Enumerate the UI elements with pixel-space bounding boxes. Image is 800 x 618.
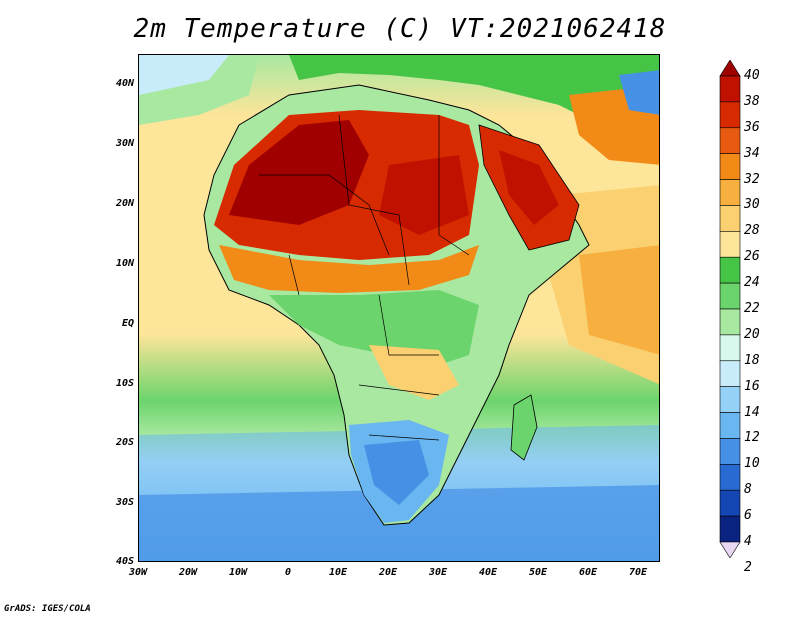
colorbar-swatch [719, 360, 741, 387]
lat-label-20s: 20S [115, 437, 134, 448]
lon-label-40e: 40E [478, 567, 498, 578]
lon-label-30w: 30W [128, 567, 148, 578]
colorbar-level-label: 10 [744, 456, 760, 472]
colorbar-level-label: 26 [744, 249, 760, 265]
lat-label-10n: 10N [115, 258, 134, 269]
colorbar-swatch [719, 75, 741, 103]
colorbar-swatch [719, 179, 741, 206]
southern-africa-cold-region [364, 440, 429, 505]
lon-label-70e: 70E [628, 567, 648, 578]
colorbar [719, 60, 741, 558]
central-sahara-core [379, 155, 469, 235]
colorbar-level-label: 30 [744, 197, 760, 213]
colorbar-level-label: 16 [744, 378, 760, 394]
colorbar-level-label: 32 [744, 171, 760, 187]
colorbar-level-label: 34 [744, 145, 760, 161]
colorbar-swatch [719, 256, 741, 284]
lat-label-eq: EQ [121, 318, 134, 329]
lon-label-10w: 10W [228, 567, 248, 578]
colorbar-swatch [719, 101, 741, 129]
lat-label-30s: 30S [115, 497, 134, 508]
lon-label-30e: 30E [428, 567, 448, 578]
colorbar-swatch [719, 127, 741, 154]
lat-label-40s: 40S [115, 556, 134, 567]
colorbar-level-label: 14 [744, 404, 760, 420]
lon-label-10e: 10E [328, 567, 348, 578]
sahara-hottest-region [229, 120, 369, 225]
madagascar-island [510, 394, 538, 461]
lat-label-20n: 20N [115, 198, 134, 209]
colorbar-swatch [719, 308, 741, 336]
europe-region [289, 55, 659, 125]
colorbar-swatch [719, 205, 741, 232]
colorbar-level-label: 8 [744, 482, 752, 498]
arabian-hottest-region [499, 150, 559, 225]
credit-text: GrADS: IGES/COLA [4, 604, 91, 614]
equatorial-forest-region [269, 290, 479, 365]
colorbar-swatch [719, 231, 741, 258]
lat-label-40n: 40N [115, 78, 134, 89]
temperature-map [138, 54, 660, 562]
country-borders [259, 114, 470, 441]
lon-label-20w: 20W [178, 567, 198, 578]
lon-label-0: 0 [284, 567, 292, 578]
indian-ocean-hot-region [579, 245, 659, 355]
map-canvas [139, 55, 659, 561]
map-title: 2m Temperature (C) VT:2021062418 [133, 14, 667, 44]
colorbar-swatch [719, 386, 741, 413]
colorbar-swatch [719, 438, 741, 465]
central-asia-cool-region [619, 70, 659, 115]
north-atlantic-coolest-region [139, 55, 229, 95]
colorbar-level-label: 12 [744, 430, 760, 446]
lat-label-10s: 10S [115, 378, 134, 389]
colorbar-top-arrow [719, 60, 741, 77]
colorbar-level-label: 40 [744, 68, 760, 83]
colorbar-level-label: 2 [744, 559, 752, 575]
lon-label-20e: 20E [378, 567, 398, 578]
sahel-region [219, 245, 479, 293]
colorbar-bottom-arrow [719, 541, 741, 558]
central-africa-warm-region [369, 345, 459, 400]
colorbar-level-label: 38 [744, 93, 760, 109]
colorbar-swatch [719, 515, 741, 543]
colorbar-level-label: 4 [744, 534, 752, 549]
colorbar-swatch [719, 153, 741, 180]
lat-label-30n: 30N [115, 138, 134, 149]
colorbar-swatch [719, 282, 741, 310]
colorbar-level-label: 18 [744, 352, 760, 368]
colorbar-swatch [719, 412, 741, 439]
colorbar-swatch [719, 464, 741, 491]
colorbar-level-label: 28 [744, 223, 760, 239]
colorbar-level-label: 36 [744, 119, 760, 135]
colorbar-swatch [719, 489, 741, 517]
lon-label-60e: 60E [578, 567, 598, 578]
colorbar-level-label: 24 [744, 275, 760, 291]
lon-label-50e: 50E [528, 567, 548, 578]
colorbar-level-label: 20 [744, 326, 760, 342]
colorbar-level-label: 22 [744, 301, 760, 316]
colorbar-swatch [719, 334, 741, 362]
colorbar-level-label: 6 [744, 508, 752, 524]
